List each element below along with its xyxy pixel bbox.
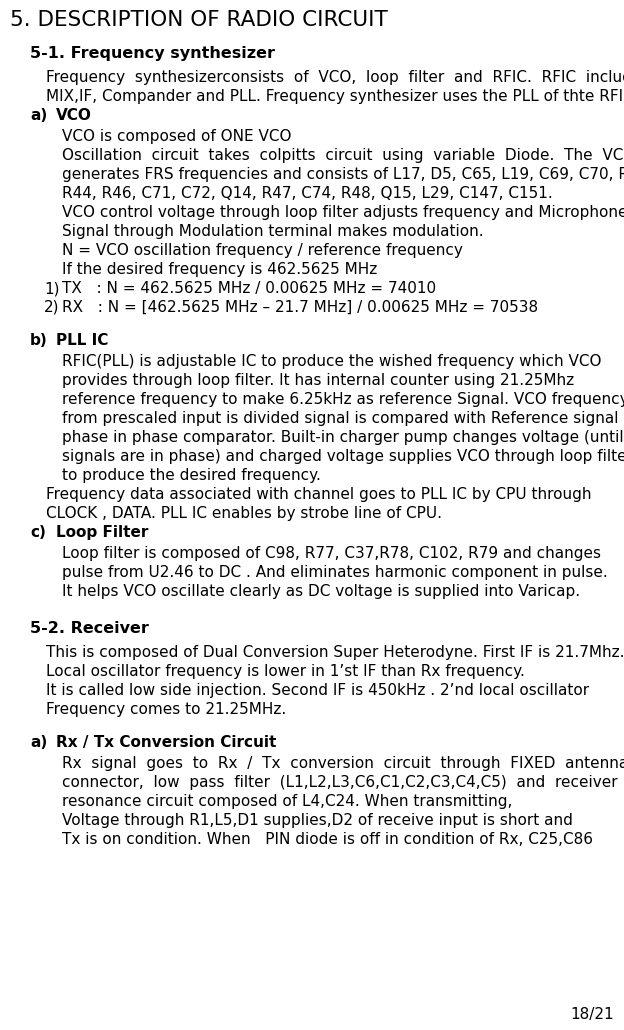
Text: reference frequency to make 6.25kHz as reference Signal. VCO frequency: reference frequency to make 6.25kHz as r… <box>62 392 624 407</box>
Text: MIX,IF, Compander and PLL. Frequency synthesizer uses the PLL of thte RFIC.: MIX,IF, Compander and PLL. Frequency syn… <box>46 89 624 104</box>
Text: pulse from U2.46 to DC . And eliminates harmonic component in pulse.: pulse from U2.46 to DC . And eliminates … <box>62 565 608 580</box>
Text: CLOCK , DATA. PLL IC enables by strobe line of CPU.: CLOCK , DATA. PLL IC enables by strobe l… <box>46 506 442 521</box>
Text: provides through loop filter. It has internal counter using 21.25Mhz: provides through loop filter. It has int… <box>62 373 574 388</box>
Text: Frequency data associated with channel goes to PLL IC by CPU through: Frequency data associated with channel g… <box>46 487 592 502</box>
Text: c): c) <box>30 525 46 540</box>
Text: from prescaled input is divided signal is compared with Reference signal: from prescaled input is divided signal i… <box>62 411 618 426</box>
Text: Frequency comes to 21.25MHz.: Frequency comes to 21.25MHz. <box>46 702 286 717</box>
Text: 1): 1) <box>44 281 59 296</box>
Text: If the desired frequency is 462.5625 MHz: If the desired frequency is 462.5625 MHz <box>62 262 378 277</box>
Text: Loop filter is composed of C98, R77, C37,R78, C102, R79 and changes: Loop filter is composed of C98, R77, C37… <box>62 546 601 561</box>
Text: connector,  low  pass  filter  (L1,L2,L3,C6,C1,C2,C3,C4,C5)  and  receiver: connector, low pass filter (L1,L2,L3,C6,… <box>62 775 618 790</box>
Text: 5-1. Frequency synthesizer: 5-1. Frequency synthesizer <box>30 46 275 61</box>
Text: Rx  signal  goes  to  Rx  /  Tx  conversion  circuit  through  FIXED  antenna: Rx signal goes to Rx / Tx conversion cir… <box>62 756 624 771</box>
Text: VCO control voltage through loop filter adjusts frequency and Microphone: VCO control voltage through loop filter … <box>62 205 624 220</box>
Text: a): a) <box>30 108 47 123</box>
Text: signals are in phase) and charged voltage supplies VCO through loop filter: signals are in phase) and charged voltag… <box>62 449 624 464</box>
Text: Frequency  synthesizerconsists  of  VCO,  loop  filter  and  RFIC.  RFIC  includ: Frequency synthesizerconsists of VCO, lo… <box>46 70 624 85</box>
Text: resonance circuit composed of L4,C24. When transmitting,: resonance circuit composed of L4,C24. Wh… <box>62 794 512 809</box>
Text: 18/21: 18/21 <box>570 1007 614 1022</box>
Text: Oscillation  circuit  takes  colpitts  circuit  using  variable  Diode.  The  VC: Oscillation circuit takes colpitts circu… <box>62 148 624 163</box>
Text: N = VCO oscillation frequency / reference frequency: N = VCO oscillation frequency / referenc… <box>62 243 463 258</box>
Text: PLL IC: PLL IC <box>56 333 109 348</box>
Text: Loop Filter: Loop Filter <box>56 525 149 540</box>
Text: R44, R46, C71, C72, Q14, R47, C74, R48, Q15, L29, C147, C151.: R44, R46, C71, C72, Q14, R47, C74, R48, … <box>62 186 553 201</box>
Text: Signal through Modulation terminal makes modulation.: Signal through Modulation terminal makes… <box>62 224 484 239</box>
Text: Tx is on condition. When   PIN diode is off in condition of Rx, C25,C86: Tx is on condition. When PIN diode is of… <box>62 832 593 847</box>
Text: RX   : N = [462.5625 MHz – 21.7 MHz] / 0.00625 MHz = 70538: RX : N = [462.5625 MHz – 21.7 MHz] / 0.0… <box>62 300 538 315</box>
Text: to produce the desired frequency.: to produce the desired frequency. <box>62 468 321 483</box>
Text: TX   : N = 462.5625 MHz / 0.00625 MHz = 74010: TX : N = 462.5625 MHz / 0.00625 MHz = 74… <box>62 281 436 296</box>
Text: Local oscillator frequency is lower in 1’st IF than Rx frequency.: Local oscillator frequency is lower in 1… <box>46 664 525 679</box>
Text: phase in phase comparator. Built-in charger pump changes voltage (until two: phase in phase comparator. Built-in char… <box>62 430 624 445</box>
Text: Voltage through R1,L5,D1 supplies,D2 of receive input is short and: Voltage through R1,L5,D1 supplies,D2 of … <box>62 813 573 828</box>
Text: VCO: VCO <box>56 108 92 123</box>
Text: VCO is composed of ONE VCO: VCO is composed of ONE VCO <box>62 129 291 144</box>
Text: b): b) <box>30 333 48 348</box>
Text: RFIC(PLL) is adjustable IC to produce the wished frequency which VCO: RFIC(PLL) is adjustable IC to produce th… <box>62 354 602 369</box>
Text: 5-2. Receiver: 5-2. Receiver <box>30 621 149 636</box>
Text: It is called low side injection. Second IF is 450kHz . 2’nd local oscillator: It is called low side injection. Second … <box>46 683 589 698</box>
Text: 2): 2) <box>44 300 59 315</box>
Text: It helps VCO oscillate clearly as DC voltage is supplied into Varicap.: It helps VCO oscillate clearly as DC vol… <box>62 584 580 599</box>
Text: This is composed of Dual Conversion Super Heterodyne. First IF is 21.7Mhz.: This is composed of Dual Conversion Supe… <box>46 645 624 660</box>
Text: a): a) <box>30 735 47 750</box>
Text: generates FRS frequencies and consists of L17, D5, C65, L19, C69, C70, R45,: generates FRS frequencies and consists o… <box>62 167 624 182</box>
Text: Rx / Tx Conversion Circuit: Rx / Tx Conversion Circuit <box>56 735 276 750</box>
Text: 5. DESCRIPTION OF RADIO CIRCUIT: 5. DESCRIPTION OF RADIO CIRCUIT <box>10 10 388 30</box>
